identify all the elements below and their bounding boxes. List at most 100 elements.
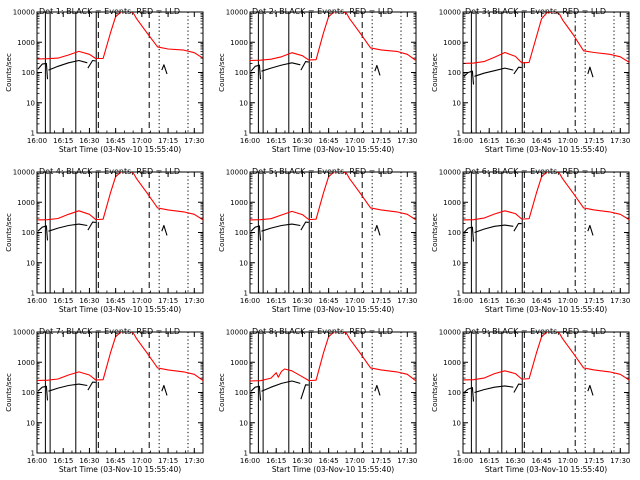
y-tick-label: 1000 (443, 199, 461, 207)
y-tick-label: 100 (448, 69, 461, 77)
x-tick-label: 16:45 (106, 137, 126, 145)
y-axis-label: Counts/sec (431, 53, 439, 92)
detector-panel-3: 16:00 16:15 16:30 16:45 17:00 17:15 17:30 1 10 10… (431, 7, 630, 154)
y-tick-label: 100 (22, 229, 35, 237)
x-tick-label: 16:30 (79, 457, 99, 465)
x-tick-label: 17:15 (371, 457, 391, 465)
events-series-line (48, 59, 88, 71)
detector-panel-2: 16:00 16:15 16:30 16:45 17:00 17:15 17:30 1 10 10… (218, 7, 417, 154)
y-tick-label: 1000 (443, 39, 461, 47)
events-series-line (513, 383, 522, 393)
x-axis-label: Start Time (03-Nov-10 15:55:40) (59, 465, 181, 474)
x-tick-label: 17:30 (184, 457, 204, 465)
x-tick-label: 16:00 (453, 137, 473, 145)
y-tick-label: 10000 (13, 329, 35, 337)
x-tick-label: 16:15 (53, 457, 73, 465)
x-tick-label: 16:30 (505, 297, 525, 305)
x-axis-label: Start Time (03-Nov-10 15:55:40) (272, 145, 394, 154)
x-tick-label: 17:30 (610, 137, 630, 145)
panel-title: Det 7: BLACK = Events, RED = LLD (39, 327, 180, 336)
panel-title: Det 1: BLACK = Events, RED = LLD (39, 7, 180, 16)
y-tick-label: 1000 (230, 199, 248, 207)
events-series-line (587, 224, 594, 236)
x-tick-label: 16:15 (479, 457, 499, 465)
panel-title: Det 2: BLACK = Events, RED = LLD (252, 7, 393, 16)
y-tick-label: 10 (26, 419, 35, 427)
x-axis-label: Start Time (03-Nov-10 15:55:40) (59, 145, 181, 154)
events-series-line (587, 66, 594, 78)
y-tick-label: 10 (26, 99, 35, 107)
x-tick-label: 17:00 (345, 137, 365, 145)
events-series-line (37, 225, 49, 241)
events-series-line (374, 384, 381, 396)
y-axis-label: Counts/sec (5, 213, 13, 252)
x-tick-label: 17:00 (558, 457, 578, 465)
panel-title: Det 8: BLACK = Events, RED = LLD (252, 327, 393, 336)
x-tick-label: 17:15 (371, 137, 391, 145)
y-tick-label: 100 (235, 389, 248, 397)
x-tick-label: 17:30 (610, 297, 630, 305)
detector-panel-9: 16:00 16:15 16:30 16:45 17:00 17:15 17:30 1 10 10… (431, 327, 630, 474)
y-tick-label: 100 (22, 389, 35, 397)
events-series-line (474, 224, 514, 234)
x-tick-label: 16:45 (532, 297, 552, 305)
events-series-line (261, 62, 301, 72)
events-series-line (161, 384, 168, 396)
x-tick-label: 17:00 (558, 137, 578, 145)
x-tick-label: 16:30 (292, 457, 312, 465)
x-tick-label: 17:30 (397, 297, 417, 305)
y-tick-label: 10000 (226, 169, 248, 177)
y-tick-label: 1000 (17, 199, 35, 207)
x-tick-label: 16:15 (479, 137, 499, 145)
y-tick-label: 10000 (439, 329, 461, 337)
y-tick-label: 10000 (439, 169, 461, 177)
y-tick-label: 10000 (13, 169, 35, 177)
y-tick-label: 10000 (226, 329, 248, 337)
y-tick-label: 1000 (17, 359, 35, 367)
events-series-line (474, 385, 514, 394)
panel-title: Det 3: BLACK = Events, RED = LLD (465, 7, 606, 16)
x-axis-label: Start Time (03-Nov-10 15:55:40) (272, 305, 394, 314)
x-tick-label: 16:30 (79, 297, 99, 305)
detector-panel-8: 16:00 16:15 16:30 16:45 17:00 17:15 17:30 1 10 10… (218, 327, 417, 474)
x-axis-label: Start Time (03-Nov-10 15:55:40) (485, 305, 607, 314)
x-tick-label: 17:00 (132, 137, 152, 145)
y-axis-label: Counts/sec (218, 373, 226, 412)
y-tick-label: 1 (31, 290, 35, 298)
x-tick-label: 16:00 (27, 297, 47, 305)
y-axis-label: Counts/sec (431, 213, 439, 252)
events-series-line (37, 385, 49, 401)
y-axis-label: Counts/sec (218, 213, 226, 252)
y-axis-label: Counts/sec (5, 373, 13, 412)
events-series-line (250, 64, 262, 80)
y-tick-label: 10000 (226, 9, 248, 17)
events-series-line (374, 224, 381, 236)
x-axis-label: Start Time (03-Nov-10 15:55:40) (485, 145, 607, 154)
y-tick-label: 1000 (230, 359, 248, 367)
x-tick-label: 16:45 (106, 457, 126, 465)
detector-panel-5: 16:00 16:15 16:30 16:45 17:00 17:15 17:30 1 10 10… (218, 167, 417, 314)
y-tick-label: 1000 (443, 359, 461, 367)
y-tick-label: 10 (26, 259, 35, 267)
x-tick-label: 16:30 (505, 137, 525, 145)
y-tick-label: 1000 (17, 39, 35, 47)
y-tick-label: 10 (239, 259, 248, 267)
x-tick-label: 17:15 (371, 297, 391, 305)
x-axis-label: Start Time (03-Nov-10 15:55:40) (59, 305, 181, 314)
x-tick-label: 17:15 (158, 137, 178, 145)
events-series-line (474, 67, 514, 77)
x-tick-label: 17:30 (397, 457, 417, 465)
events-series-line (374, 64, 381, 76)
x-tick-label: 17:00 (558, 297, 578, 305)
x-axis-label: Start Time (03-Nov-10 15:55:40) (485, 465, 607, 474)
x-tick-label: 16:45 (532, 457, 552, 465)
events-series-line (161, 224, 168, 236)
x-tick-label: 17:00 (132, 297, 152, 305)
events-series-line (261, 380, 301, 392)
detector-panel-6: 16:00 16:15 16:30 16:45 17:00 17:15 17:30 1 10 10… (431, 167, 630, 314)
events-series-line (250, 385, 262, 401)
x-tick-label: 17:15 (158, 457, 178, 465)
y-tick-label: 1000 (230, 39, 248, 47)
x-tick-label: 17:15 (584, 137, 604, 145)
